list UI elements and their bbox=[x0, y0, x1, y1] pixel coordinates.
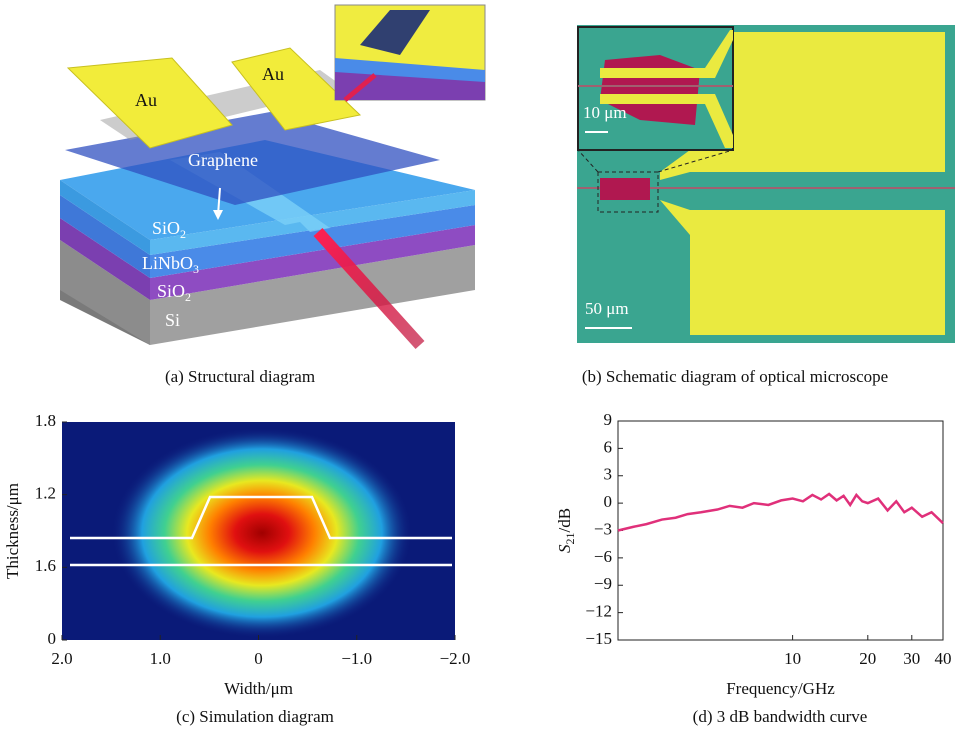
x-axis-label: Frequency/GHz bbox=[726, 679, 835, 698]
subscript: 2 bbox=[185, 290, 191, 304]
subscript: 2 bbox=[180, 227, 186, 241]
x-tick-label: 40 bbox=[935, 649, 952, 668]
x-tick-label: 30 bbox=[903, 649, 920, 668]
graphene bbox=[600, 178, 650, 200]
y-tick-label: 1.8 bbox=[35, 411, 56, 430]
zoom-box bbox=[597, 171, 659, 213]
label: SiO2 bbox=[157, 281, 191, 304]
y-tick-label: 1.6 bbox=[35, 556, 56, 575]
label: Au bbox=[262, 64, 284, 84]
label: Graphene bbox=[188, 150, 258, 170]
y-tick-label: 3 bbox=[604, 465, 613, 484]
pad-bottom bbox=[660, 200, 945, 335]
scale-label: 10 μm bbox=[583, 103, 627, 122]
y-tick-label: −15 bbox=[585, 629, 612, 648]
au-pad-right bbox=[231, 47, 362, 131]
y-axis-label: Thickness/μm bbox=[3, 483, 22, 579]
y-axis-unit: /dB bbox=[555, 508, 574, 533]
y-tick-label: −12 bbox=[585, 602, 612, 621]
y-axis-symbol: S bbox=[555, 544, 574, 553]
inset-pad bbox=[600, 30, 733, 78]
panel-c: (c) Simulation diagram bbox=[62, 422, 455, 726]
laser-beam bbox=[313, 227, 425, 350]
x-tick-label: 0 bbox=[254, 649, 263, 668]
label: Si bbox=[165, 310, 180, 330]
zoom-line bbox=[577, 149, 599, 173]
x-tick-label: −1.0 bbox=[341, 649, 372, 668]
caption: (a) Structural diagram bbox=[165, 367, 315, 386]
x-tick-label: −2.0 bbox=[440, 649, 471, 668]
label: Au bbox=[135, 90, 157, 110]
y-axis-subscript: 21 bbox=[563, 533, 577, 545]
x-axis-label: Width/μm bbox=[224, 679, 293, 698]
linbo3-front bbox=[60, 195, 150, 278]
plot-frame bbox=[617, 420, 944, 641]
line bbox=[617, 492, 944, 532]
x-tick-label: 20 bbox=[859, 649, 876, 668]
sio2-bottom-right bbox=[150, 225, 475, 300]
arrow-head bbox=[213, 210, 223, 220]
label: SiO bbox=[152, 218, 180, 238]
label: LiNbO bbox=[142, 253, 193, 273]
y-tick-label: −6 bbox=[594, 547, 612, 566]
inset-pad bbox=[600, 94, 733, 148]
au-pad-left bbox=[66, 57, 233, 149]
panel-b: 10 μm 50 μm (b) Schematic diagram of opt… bbox=[577, 25, 955, 386]
y-tick-label: −3 bbox=[594, 519, 612, 538]
si-front bbox=[60, 240, 150, 345]
y-tick-label: 9 bbox=[604, 410, 613, 429]
label: LiNbO3 bbox=[142, 253, 199, 276]
panel-a: Au Au Graphene SiO2 LiNbO3 SiO2 Si (a) S… bbox=[60, 4, 486, 386]
label: SiO2 bbox=[152, 218, 186, 241]
sio2-bottom-front bbox=[60, 218, 150, 300]
si-right bbox=[150, 245, 475, 345]
sio2-top-front bbox=[60, 180, 150, 255]
inset-layer bbox=[335, 58, 485, 82]
y-tick-label: 6 bbox=[604, 437, 613, 456]
caption: (d) 3 dB bandwidth curve bbox=[693, 707, 868, 726]
inset-beam bbox=[343, 73, 377, 102]
caption: (c) Simulation diagram bbox=[176, 707, 334, 726]
y-tick-label: 0 bbox=[48, 629, 57, 648]
x-tick-label: 10 bbox=[784, 649, 801, 668]
subscript: 3 bbox=[193, 262, 199, 276]
mode-profile bbox=[112, 428, 412, 638]
inset-gap bbox=[360, 10, 430, 55]
linbo3-right bbox=[150, 205, 475, 278]
label: SiO bbox=[157, 281, 185, 301]
zoom-line bbox=[657, 149, 734, 173]
caption: (b) Schematic diagram of optical microsc… bbox=[582, 367, 888, 386]
y-tick-label: 1.2 bbox=[35, 484, 56, 503]
x-tick-label: 1.0 bbox=[150, 649, 171, 668]
y-axis-label: S21/dB bbox=[555, 508, 577, 553]
y-tick-label: −9 bbox=[594, 574, 612, 593]
scale-label: 50 μm bbox=[585, 299, 629, 318]
waveguide-outline bbox=[70, 495, 452, 540]
y-tick-label: 0 bbox=[604, 492, 613, 511]
x-tick-label: 2.0 bbox=[51, 649, 72, 668]
